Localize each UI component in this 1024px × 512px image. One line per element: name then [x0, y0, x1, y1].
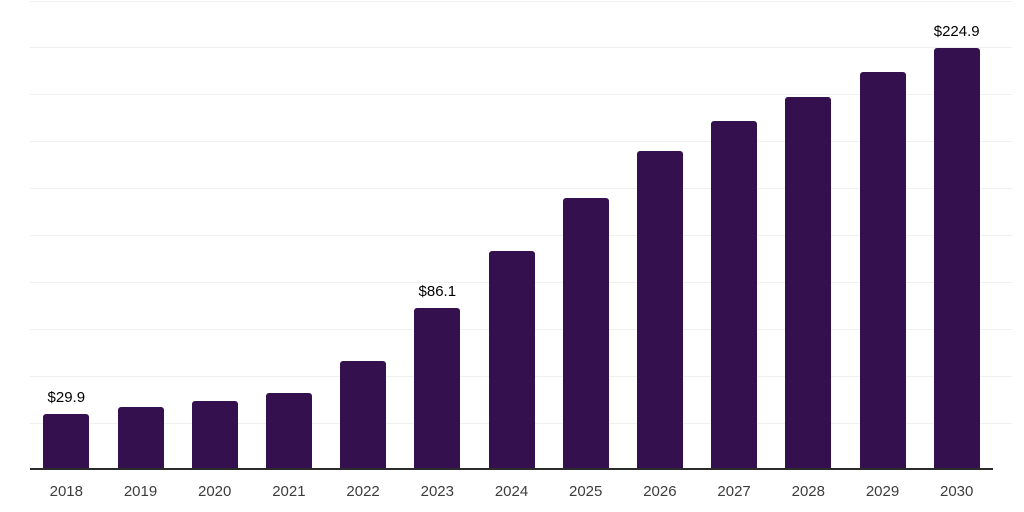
bar-2023[interactable]: [414, 308, 461, 470]
bar-2025[interactable]: [562, 197, 609, 470]
x-tick-label-2019: 2019: [123, 483, 158, 500]
x-tick-label-2023: 2023: [420, 483, 454, 500]
x-tick-label-2020: 2020: [198, 483, 232, 500]
bar-2019[interactable]: [117, 407, 164, 470]
x-tick-label-2021: 2021: [272, 483, 306, 500]
bar-2020[interactable]: [191, 400, 238, 470]
x-axis-line: [30, 468, 993, 470]
gridline-175: [30, 141, 1012, 143]
x-tick-label-2025: 2025: [569, 483, 603, 500]
bar-2030[interactable]: [933, 48, 980, 470]
bar-2022[interactable]: [340, 361, 387, 470]
x-tick-label-2028: 2028: [791, 483, 825, 500]
bar-value-label-2030: $224.9: [933, 23, 980, 41]
x-tick-label-2026: 2026: [643, 483, 677, 500]
bar-2018[interactable]: [43, 413, 90, 470]
bar-value-label-2023: $86.1: [418, 283, 457, 301]
bar-2024[interactable]: [488, 250, 535, 470]
x-tick-label-2022: 2022: [346, 483, 380, 500]
gridline-225: [30, 47, 1012, 49]
bar-2026[interactable]: [636, 151, 683, 470]
x-tick-label-2018: 2018: [49, 483, 83, 500]
bar-2029[interactable]: [859, 72, 906, 470]
gridline-125: [30, 235, 1012, 236]
bar-value-label-2018: $29.9: [47, 388, 86, 406]
x-tick-label-2027: 2027: [717, 483, 751, 500]
x-tick-label-2029: 2029: [865, 483, 900, 500]
gridline-150: [30, 188, 1012, 190]
bar-2028[interactable]: [785, 96, 832, 470]
x-tick-label-2030: 2030: [940, 483, 974, 500]
bar-2027[interactable]: [711, 121, 758, 470]
x-tick-label-2024: 2024: [494, 483, 529, 500]
gridline-250: [30, 0, 1012, 2]
bar-2021[interactable]: [265, 393, 312, 470]
plot-area: $29.9 $86.1 $224.9: [30, 0, 1012, 470]
gridline-200: [30, 94, 1012, 96]
